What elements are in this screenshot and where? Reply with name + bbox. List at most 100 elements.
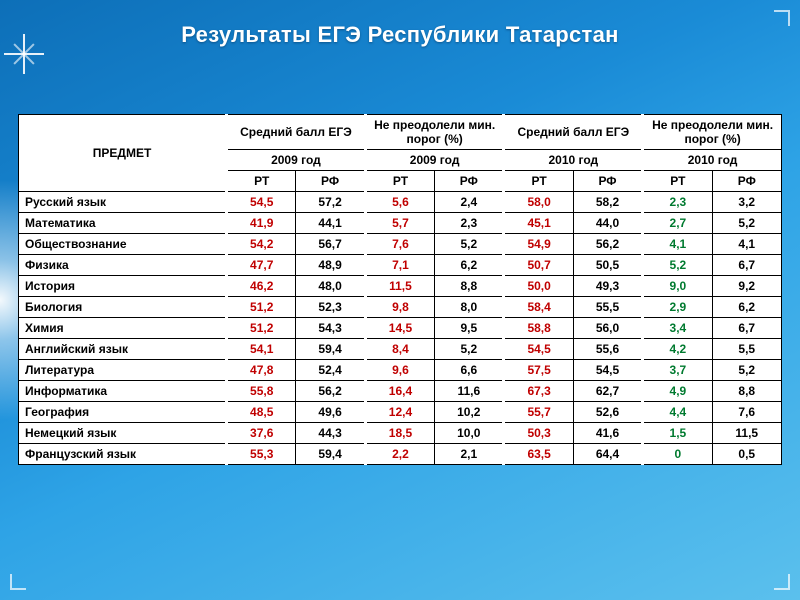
subject-cell: Обществознание [19, 234, 227, 255]
rt-cell: 54,5 [227, 192, 296, 213]
rf-cell: 59,4 [296, 444, 365, 465]
rt-cell: 46,2 [227, 276, 296, 297]
rt-cell: 5,6 [365, 192, 434, 213]
table-row: Немецкий язык37,644,318,510,050,341,61,5… [19, 423, 782, 444]
rt-cell: 54,9 [504, 234, 573, 255]
rt-cell: 4,9 [643, 381, 712, 402]
subject-cell: Русский язык [19, 192, 227, 213]
rt-cell: 0 [643, 444, 712, 465]
rt-cell: 1,5 [643, 423, 712, 444]
rf-cell: 4,1 [712, 234, 781, 255]
rt-cell: 57,5 [504, 360, 573, 381]
rf-cell: 49,3 [573, 276, 642, 297]
rf-cell: 6,2 [712, 297, 781, 318]
rf-cell: 8,0 [435, 297, 504, 318]
rt-cell: 54,1 [227, 339, 296, 360]
rf-cell: 3,2 [712, 192, 781, 213]
rt-cell: 41,9 [227, 213, 296, 234]
rf-cell: 54,5 [573, 360, 642, 381]
grp-fail-2010: Не преодолели мин. порог (%) [643, 115, 782, 150]
rf-cell: 56,7 [296, 234, 365, 255]
rf-cell: 11,6 [435, 381, 504, 402]
corner-mark-bl [10, 574, 26, 590]
table-row: Биология51,252,39,88,058,455,52,96,2 [19, 297, 782, 318]
col-subject: ПРЕДМЕТ [19, 115, 227, 192]
yr-3: 2010 год [643, 150, 782, 171]
rt-cell: 54,2 [227, 234, 296, 255]
rt-cell: 4,1 [643, 234, 712, 255]
subject-cell: Химия [19, 318, 227, 339]
rf-cell: 8,8 [712, 381, 781, 402]
rt-cell: 48,5 [227, 402, 296, 423]
grp-avg-2010: Средний балл ЕГЭ [504, 115, 643, 150]
grp-avg-2009: Средний балл ЕГЭ [227, 115, 366, 150]
rt-cell: 2,7 [643, 213, 712, 234]
rt-cell: 5,7 [365, 213, 434, 234]
rf-cell: 6,7 [712, 318, 781, 339]
rt-cell: 50,3 [504, 423, 573, 444]
rf-cell: 5,2 [712, 213, 781, 234]
rf-cell: 8,8 [435, 276, 504, 297]
subject-cell: Французский язык [19, 444, 227, 465]
rt-cell: 5,2 [643, 255, 712, 276]
rf-cell: 44,3 [296, 423, 365, 444]
rf-cell: 9,5 [435, 318, 504, 339]
results-table-wrap: ПРЕДМЕТ Средний балл ЕГЭ Не преодолели м… [18, 114, 782, 465]
rt-cell: 51,2 [227, 318, 296, 339]
subject-cell: Немецкий язык [19, 423, 227, 444]
yr-0: 2009 год [227, 150, 366, 171]
rt-cell: 67,3 [504, 381, 573, 402]
sub-rt-0: РТ [227, 171, 296, 192]
rf-cell: 48,9 [296, 255, 365, 276]
rt-cell: 2,3 [643, 192, 712, 213]
rt-cell: 9,0 [643, 276, 712, 297]
page-title: Результаты ЕГЭ Республики Татарстан [0, 22, 800, 48]
table-row: Русский язык54,557,25,62,458,058,22,33,2 [19, 192, 782, 213]
corner-mark-br [774, 574, 790, 590]
rf-cell: 57,2 [296, 192, 365, 213]
rt-cell: 18,5 [365, 423, 434, 444]
rf-cell: 6,6 [435, 360, 504, 381]
rt-cell: 9,8 [365, 297, 434, 318]
rt-cell: 45,1 [504, 213, 573, 234]
grp-fail-2009: Не преодолели мин. порог (%) [365, 115, 504, 150]
rt-cell: 47,7 [227, 255, 296, 276]
rt-cell: 50,7 [504, 255, 573, 276]
rt-cell: 54,5 [504, 339, 573, 360]
table-row: Английский язык54,159,48,45,254,555,64,2… [19, 339, 782, 360]
rt-cell: 12,4 [365, 402, 434, 423]
sub-rt-2: РТ [504, 171, 573, 192]
rt-cell: 58,0 [504, 192, 573, 213]
table-row: География48,549,612,410,255,752,64,47,6 [19, 402, 782, 423]
rf-cell: 54,3 [296, 318, 365, 339]
rt-cell: 3,7 [643, 360, 712, 381]
table-row: Математика41,944,15,72,345,144,02,75,2 [19, 213, 782, 234]
rf-cell: 44,0 [573, 213, 642, 234]
rf-cell: 5,2 [435, 339, 504, 360]
rf-cell: 62,7 [573, 381, 642, 402]
subject-cell: География [19, 402, 227, 423]
rf-cell: 2,1 [435, 444, 504, 465]
table-row: Физика47,748,97,16,250,750,55,26,7 [19, 255, 782, 276]
subject-cell: Английский язык [19, 339, 227, 360]
rt-cell: 14,5 [365, 318, 434, 339]
rf-cell: 52,3 [296, 297, 365, 318]
rt-cell: 2,2 [365, 444, 434, 465]
rt-cell: 7,1 [365, 255, 434, 276]
subject-cell: Литература [19, 360, 227, 381]
rf-cell: 9,2 [712, 276, 781, 297]
sub-rt-1: РТ [365, 171, 434, 192]
table-row: Обществознание54,256,77,65,254,956,24,14… [19, 234, 782, 255]
rt-cell: 55,8 [227, 381, 296, 402]
table-body: Русский язык54,557,25,62,458,058,22,33,2… [19, 192, 782, 465]
rt-cell: 58,8 [504, 318, 573, 339]
table-row: Французский язык55,359,42,22,163,564,400… [19, 444, 782, 465]
rf-cell: 5,2 [712, 360, 781, 381]
rf-cell: 56,2 [296, 381, 365, 402]
sub-rf-1: РФ [435, 171, 504, 192]
rf-cell: 10,2 [435, 402, 504, 423]
sub-rf-2: РФ [573, 171, 642, 192]
subject-cell: Биология [19, 297, 227, 318]
sub-rf-0: РФ [296, 171, 365, 192]
yr-1: 2009 год [365, 150, 504, 171]
